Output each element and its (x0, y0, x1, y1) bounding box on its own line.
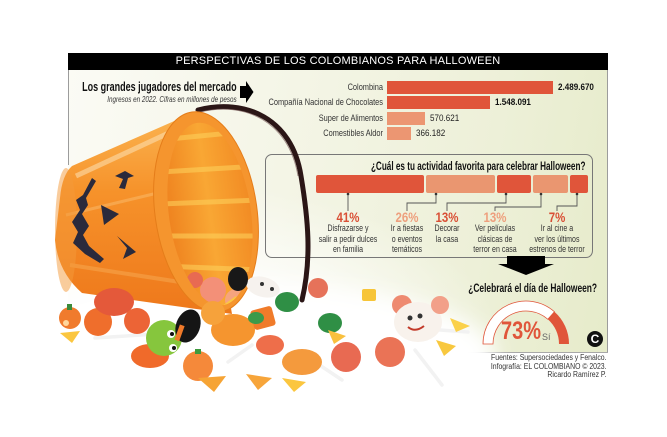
activity-item: 13% Ver películas clásicas de terror en … (447, 211, 543, 256)
activity-item: 26% Ir a fiestas o eventos temáticos (359, 211, 455, 256)
market-value: 366.182 (416, 128, 446, 139)
market-label: Comestibles Aldor (323, 128, 383, 139)
celebrate-percent: 73% (501, 317, 542, 345)
celebrate-question: ¿Celebrará el día de Halloween? (468, 281, 597, 295)
arrow-down-icon (498, 256, 554, 275)
market-bar (387, 81, 553, 94)
market-subtitle: Ingresos en 2022. Cifras en millones de … (107, 94, 237, 104)
activity-percent: 26% (395, 210, 419, 225)
activity-description: Ir a fiestas o eventos temáticos (390, 223, 424, 255)
activity-stacked-bar (316, 175, 588, 193)
gauge-filled-arc (547, 311, 569, 344)
credits-author: Ricardo Ramírez P. (547, 370, 607, 379)
activity-segment (496, 175, 532, 193)
credits-sources: Fuentes: Supersociedades y Fenalco. (491, 353, 607, 362)
market-bar (387, 112, 425, 125)
market-row: Compañía Nacional de Chocolates 1.548.09… (200, 96, 537, 109)
activity-description: Disfrazarse y salir a pedir dulces en fa… (318, 223, 378, 255)
market-row: Colombina 2.489.670 (200, 81, 600, 94)
el-colombiano-logo-icon: C (587, 331, 603, 347)
market-value: 2.489.670 (558, 82, 594, 93)
market-title: Los grandes jugadores del mercado (82, 80, 237, 94)
market-label: Compañía Nacional de Chocolates (268, 97, 383, 108)
market-row: Super de Alimentos 570.621 (200, 112, 464, 125)
panel-bottom-border (460, 352, 608, 353)
activity-description: Ir al cine a ver los últimos estrenos de… (529, 223, 585, 255)
market-bar (387, 96, 491, 109)
market-value: 1.548.091 (495, 97, 532, 108)
celebrate-answer: Sí (542, 332, 551, 342)
market-label: Colombina (347, 82, 383, 93)
activity-segment (316, 175, 425, 193)
market-bar (387, 127, 412, 140)
arrow-right-icon (240, 81, 254, 103)
activity-item: 13% Decorar la casa (399, 211, 495, 245)
activity-question: ¿Cuál es tu actividad favorita para cele… (370, 159, 585, 173)
market-heading: Los grandes jugadores del mercado Ingres… (22, 80, 237, 104)
activity-item: 41% Disfrazarse y salir a pedir dulces e… (300, 211, 396, 256)
credits: Fuentes: Supersociedades y Fenalco. Info… (472, 353, 607, 380)
market-label: Super de Alimentos (318, 113, 383, 124)
credits-infographic: Infografía: EL COLOMBIANO © 2023. (491, 361, 607, 371)
activity-description: Ver películas clásicas de terror en casa (473, 223, 517, 255)
activity-segment (426, 175, 495, 193)
infographic-title: PERSPECTIVAS DE LOS COLOMBIANOS PARA HAL… (68, 53, 608, 70)
activity-percent: 13% (483, 210, 507, 225)
activity-description: Decorar la casa (434, 223, 460, 245)
activity-percent: 13% (435, 210, 459, 225)
activity-percent: 7% (548, 210, 566, 225)
market-value: 570.621 (430, 113, 460, 124)
market-row: Comestibles Aldor 366.182 (200, 127, 451, 140)
activity-item: 7% Ir al cine a ver los últimos estrenos… (509, 211, 605, 256)
activity-segment (533, 175, 568, 193)
activity-segment (569, 175, 588, 193)
activity-percent: 41% (336, 210, 360, 225)
